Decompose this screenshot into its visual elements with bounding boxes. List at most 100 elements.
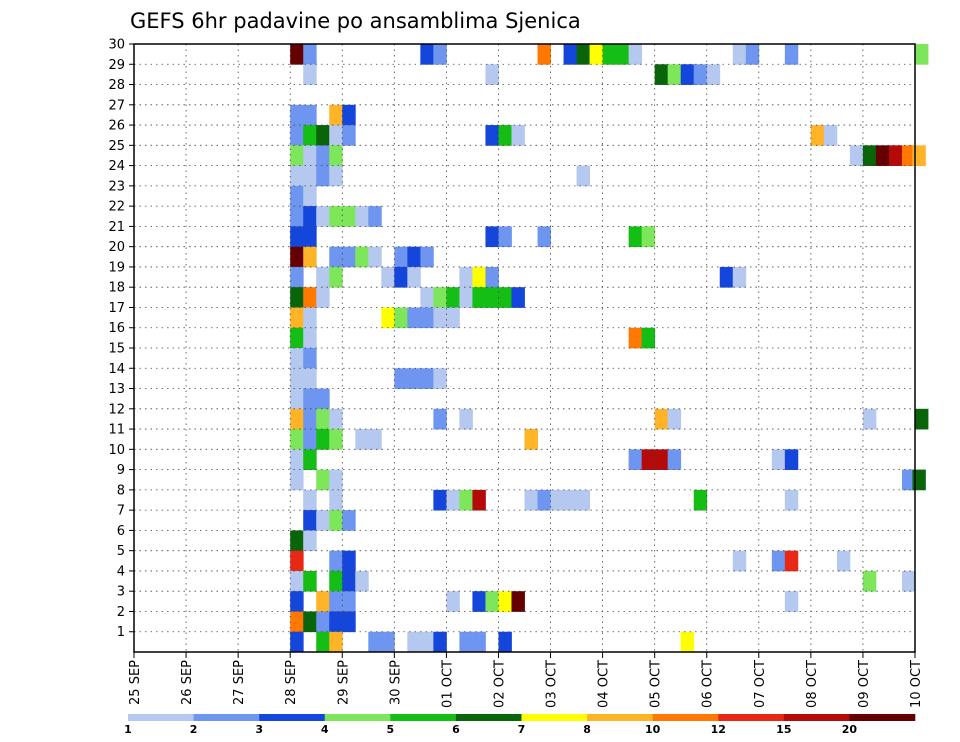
- precip-cell: [394, 307, 408, 329]
- precip-cell: [329, 591, 343, 612]
- precip-cell: [342, 550, 356, 572]
- precip-cell: [680, 631, 695, 653]
- precip-cell: [381, 307, 395, 329]
- precip-cell: [407, 368, 421, 389]
- precip-cell: [446, 307, 460, 329]
- precip-cell: [290, 307, 304, 329]
- precip-cell: [290, 266, 304, 288]
- precip-cell: [303, 348, 317, 369]
- precip-cell: [810, 125, 825, 146]
- precip-cell: [290, 145, 304, 166]
- precip-cell: [355, 246, 369, 268]
- y-tick-label: 1: [117, 625, 125, 640]
- y-tick-label: 27: [108, 98, 125, 113]
- precip-cell: [342, 591, 356, 612]
- x-tick-label: 09 OCT: [857, 660, 872, 708]
- precip-cell: [485, 64, 499, 85]
- precip-cell: [303, 206, 317, 227]
- precip-cell: [654, 408, 669, 430]
- y-tick-label: 22: [108, 200, 125, 215]
- precip-cell: [771, 449, 786, 470]
- precip-cell: [537, 44, 551, 65]
- precip-cell: [912, 145, 926, 166]
- precip-cell: [342, 611, 356, 633]
- precip-cell: [563, 44, 577, 65]
- x-tick-label: 25 SEP: [128, 660, 143, 705]
- precip-cell: [862, 570, 877, 592]
- colorbar-swatch: [259, 714, 326, 721]
- precip-cell: [420, 307, 434, 329]
- gridlines: [134, 44, 915, 652]
- x-tick-label: 02 OCT: [492, 660, 507, 708]
- precip-cell: [654, 64, 669, 85]
- precip-cell: [472, 591, 486, 612]
- colorbar-tick-label: 4: [321, 723, 329, 736]
- x-tick-label: 27 SEP: [232, 660, 247, 705]
- precip-cell: [316, 408, 330, 430]
- x-tick-label: 26 SEP: [180, 660, 195, 705]
- precip-cell: [368, 246, 382, 268]
- precip-cell: [329, 489, 343, 511]
- precip-cell: [693, 64, 708, 85]
- x-tick-label: 10 OCT: [909, 660, 924, 708]
- colorbar-tick-label: 12: [711, 723, 726, 736]
- precip-cell: [342, 570, 356, 592]
- precip-cell: [615, 44, 630, 65]
- precip-cell: [381, 631, 395, 653]
- precip-cell: [537, 489, 551, 511]
- y-tick-label: 14: [108, 362, 125, 377]
- precip-cell: [576, 44, 590, 65]
- precip-cell: [888, 145, 903, 166]
- precip-cell: [329, 611, 343, 633]
- precip-cell: [433, 307, 447, 329]
- precip-cell: [511, 591, 525, 612]
- precip-cell: [875, 145, 890, 166]
- precip-cell: [433, 489, 447, 511]
- precip-cell: [628, 44, 643, 65]
- y-axis: 1234567891011121314151617181920212223242…: [108, 38, 134, 640]
- precip-cell: [563, 489, 577, 511]
- precip-cell: [498, 226, 512, 248]
- x-tick-label: 07 OCT: [753, 660, 768, 708]
- precip-cell: [433, 408, 447, 430]
- colorbar-tick-label: 5: [387, 723, 395, 736]
- precip-cell: [472, 489, 486, 511]
- precip-cell: [316, 125, 330, 146]
- y-tick-label: 11: [108, 423, 125, 438]
- precip-cell: [641, 449, 656, 470]
- precip-cell: [290, 226, 304, 248]
- precip-cell: [342, 206, 356, 227]
- precip-cell: [329, 266, 343, 288]
- precip-cell: [602, 44, 617, 65]
- precip-cell: [641, 226, 656, 248]
- precip-cell: [329, 206, 343, 227]
- precip-cell: [498, 591, 512, 612]
- precip-cell: [329, 125, 343, 146]
- precip-cell: [641, 327, 656, 349]
- precip-cell: [433, 631, 447, 653]
- precip-cell: [303, 165, 317, 187]
- colorbar-swatch: [849, 714, 916, 721]
- precip-cell: [329, 165, 343, 187]
- precip-cell: [368, 206, 382, 227]
- precip-cell: [550, 489, 564, 511]
- precip-cell: [329, 469, 343, 491]
- precip-cell: [420, 368, 434, 389]
- colorbar-tick-label: 2: [190, 723, 198, 736]
- precip-cell: [394, 246, 408, 268]
- precip-cell: [732, 266, 747, 288]
- precip-cell: [290, 408, 304, 430]
- precip-cell: [485, 226, 499, 248]
- precip-cell: [290, 206, 304, 227]
- precip-cell: [368, 631, 382, 653]
- precip-cell: [355, 570, 369, 592]
- colorbar-tick-label: 3: [255, 723, 263, 736]
- precip-cell: [290, 449, 304, 470]
- colorbar-swatch: [324, 714, 391, 721]
- precip-cell: [420, 246, 434, 268]
- y-tick-label: 10: [108, 443, 125, 458]
- colorbar-swatch: [128, 714, 194, 721]
- precip-cell: [784, 591, 799, 612]
- precip-cell: [316, 469, 330, 491]
- x-tick-label: 06 OCT: [701, 660, 716, 708]
